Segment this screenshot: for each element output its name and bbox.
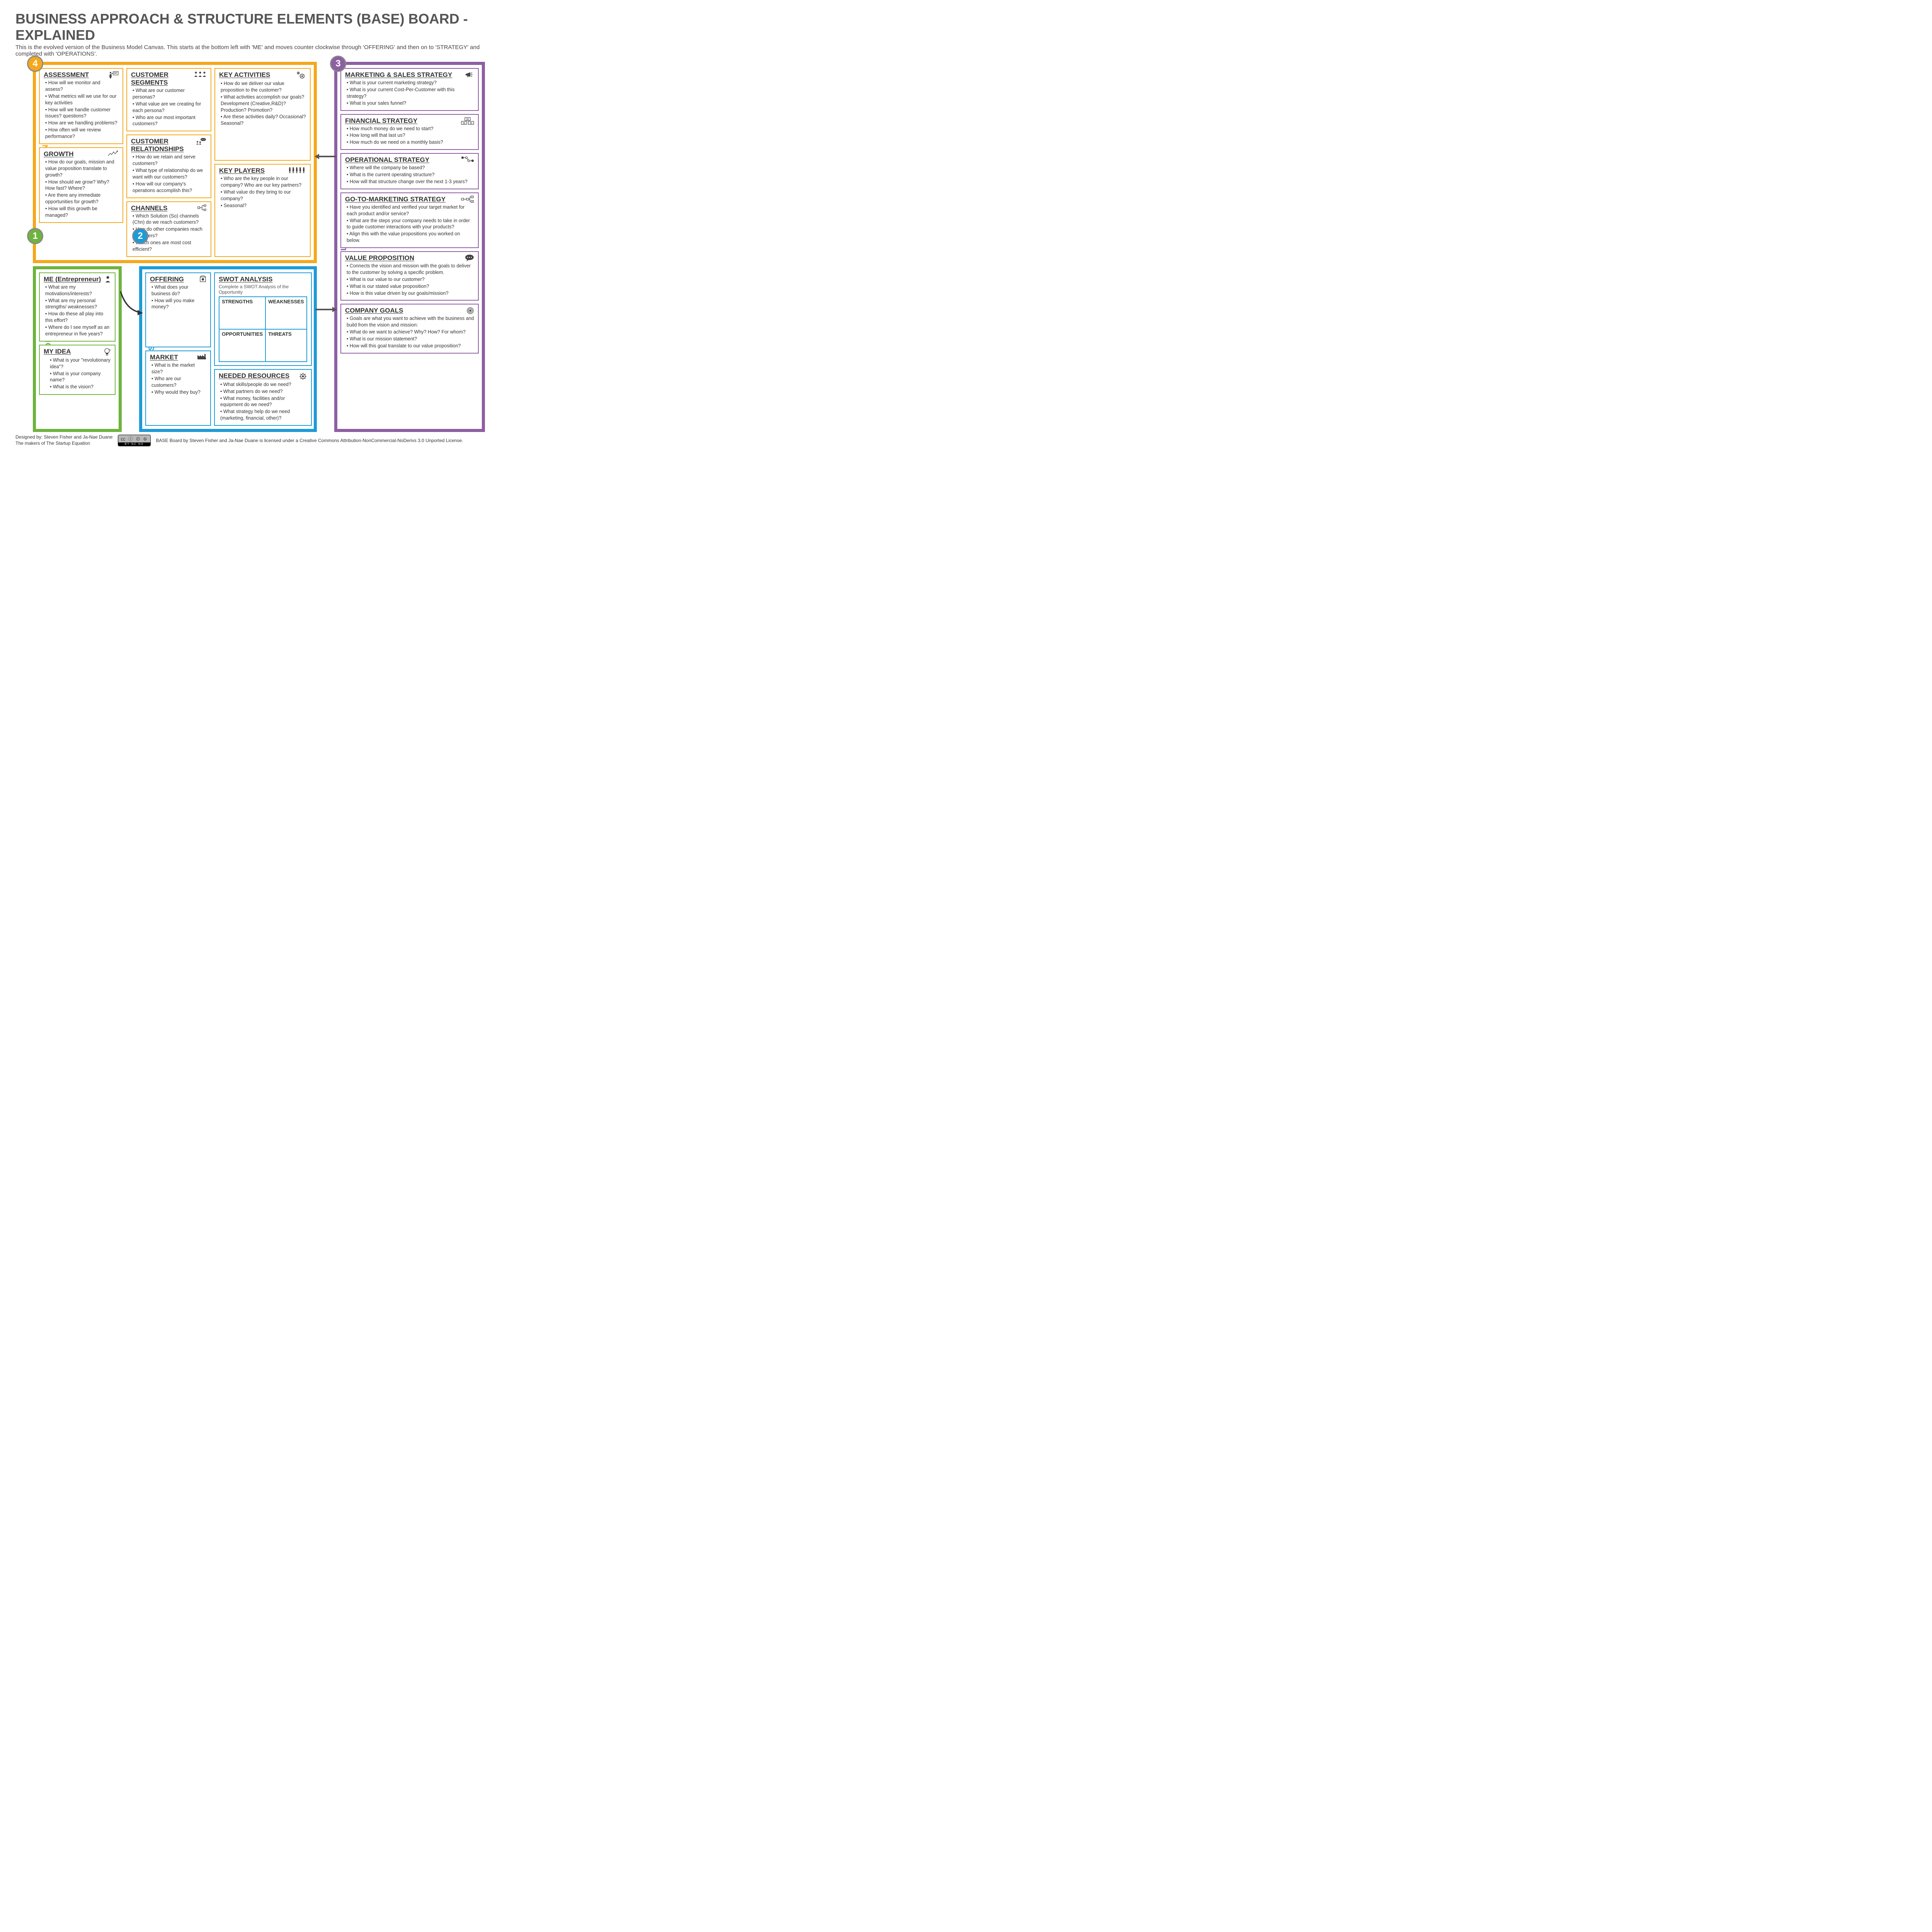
card-growth: GROWTH How do our goals, mission and val…	[39, 147, 123, 223]
base-board: 4 1 2 3 OPERATING ASSESSMENT How will we…	[15, 62, 495, 432]
card-goals: COMPANY GOALS Goals are what you want to…	[340, 304, 479, 353]
svg-text:$$: $$	[463, 122, 466, 124]
card-segments: CUSTOMER SEGMENTS What are our customer …	[126, 68, 211, 131]
card-idea: MY IDEA What is your "revolutionary idea…	[39, 345, 116, 395]
chat-people-icon	[195, 138, 207, 145]
swot-weaknesses: WEAKNESSES	[265, 297, 306, 329]
speech-icon	[465, 254, 474, 261]
lightbulb-icon	[104, 348, 111, 356]
card-market: MARKET What is the market size?Who are o…	[145, 350, 211, 426]
swot-strengths: STRENGTHS	[219, 297, 265, 329]
card-activities: KEY ACTIVITIES How do we deliver our val…	[214, 68, 311, 161]
arrow-assessing-to-evolving	[315, 305, 337, 314]
footer-designed-by: Designed by: Steven Fisher and Ja-Nae Du…	[15, 434, 112, 440]
card-resources: NEEDED RESOURCES What skills/people do w…	[214, 369, 312, 426]
page-subtitle: This is the evolved version of the Busin…	[15, 44, 495, 57]
card-value: VALUE PROPOSITION Connects the vision an…	[340, 251, 479, 301]
circle-1: 1	[27, 228, 43, 244]
product-icon	[199, 276, 206, 282]
card-players: KEY PLAYERS Who are the key people in ou…	[214, 164, 311, 257]
svg-text:$$: $$	[470, 122, 473, 124]
svg-text:$$: $$	[466, 118, 469, 121]
nodes-icon	[461, 156, 474, 162]
card-me: ME (Entrepreneur) What are my motivation…	[39, 272, 116, 342]
panel-evolving: EVOLVING MARKETING & SALES STRATEGY What…	[334, 62, 485, 432]
factory-icon	[197, 354, 206, 360]
card-offering: OFFERING What does your business do?How …	[145, 272, 211, 348]
panel-envisioning: ENVISIONING ME (Entrepreneur) What are m…	[33, 266, 122, 432]
flow-icon: ✓✗	[461, 196, 474, 203]
panel-assessing: ASSESSING OFFERING What does your busine…	[139, 266, 317, 432]
circle-2: 2	[132, 228, 148, 244]
target-icon	[466, 307, 474, 315]
gear-icon	[299, 372, 307, 381]
money-icon: $$$$$$	[461, 117, 474, 125]
cc-badge: ㏄ ⓘ ⊘ ⊜ BY NC ND	[118, 435, 150, 446]
team-icon	[288, 167, 306, 173]
megaphone-icon	[466, 71, 474, 78]
card-marketing: MARKETING & SALES STRATEGY What is your …	[340, 68, 479, 111]
people-icon	[194, 71, 207, 77]
swot-threats: THREATS	[265, 329, 306, 362]
card-financial: FINANCIAL STRATEGY $$$$$$ How much money…	[340, 114, 479, 150]
footer: Designed by: Steven Fisher and Ja-Nae Du…	[15, 434, 495, 446]
hierarchy-icon	[197, 204, 207, 211]
card-relationships: CUSTOMER RELATIONSHIPS How do we retain …	[126, 134, 211, 198]
presenter-icon	[109, 71, 119, 79]
card-gtm: GO-TO-MARKETING STRATEGY ✓✗ Have you ide…	[340, 192, 479, 248]
gears-icon	[296, 71, 306, 80]
card-swot: SWOT ANALYSIS Complete a SWOT Analysis o…	[214, 272, 312, 366]
swot-opportunities: OPPORTUNITIES	[219, 329, 265, 362]
svg-text:✗: ✗	[472, 201, 474, 203]
circle-3: 3	[330, 56, 346, 72]
card-assessment: ASSESSMENT How will we monitor and asses…	[39, 68, 123, 144]
footer-license: BASE Board by Steven Fisher and Ja-Nae D…	[156, 438, 463, 443]
person-icon	[105, 276, 111, 282]
page-title: BUSINESS APPROACH & STRUCTURE ELEMENTS (…	[15, 11, 495, 43]
arrow-evolving-to-operating	[315, 152, 337, 161]
panel-operating: OPERATING ASSESSMENT How will we monitor…	[33, 62, 317, 263]
arrow-envisioning-to-assessing	[118, 290, 145, 317]
circle-4: 4	[27, 56, 43, 72]
svg-text:✓: ✓	[472, 196, 474, 198]
growth-chart-icon	[108, 150, 119, 156]
footer-makers: The makers of The Startup Equation	[15, 440, 112, 447]
card-operational: OPERATIONAL STRATEGY Where will the comp…	[340, 153, 479, 189]
